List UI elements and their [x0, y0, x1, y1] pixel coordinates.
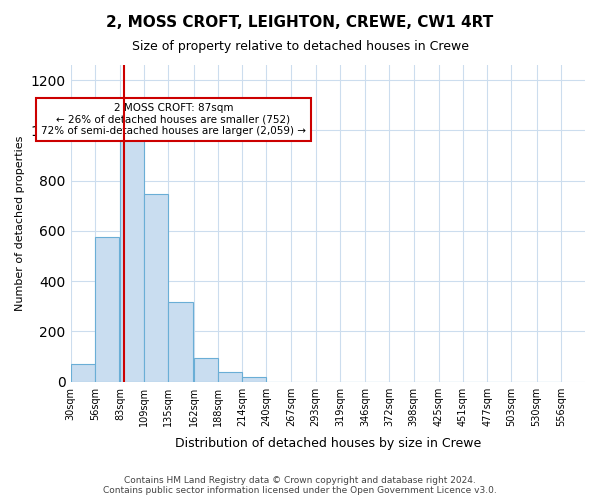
Text: 2 MOSS CROFT: 87sqm
← 26% of detached houses are smaller (752)
72% of semi-detac: 2 MOSS CROFT: 87sqm ← 26% of detached ho… — [41, 103, 306, 136]
Text: 2, MOSS CROFT, LEIGHTON, CREWE, CW1 4RT: 2, MOSS CROFT, LEIGHTON, CREWE, CW1 4RT — [106, 15, 494, 30]
Bar — [71, 364, 95, 382]
Bar — [120, 129, 144, 382]
Bar — [144, 194, 169, 382]
Text: Size of property relative to detached houses in Crewe: Size of property relative to detached ho… — [131, 40, 469, 53]
Bar — [95, 237, 119, 382]
Bar — [169, 302, 193, 382]
X-axis label: Distribution of detached houses by size in Crewe: Distribution of detached houses by size … — [175, 437, 481, 450]
Bar — [242, 376, 266, 382]
Bar — [194, 358, 218, 382]
Bar — [218, 372, 242, 382]
Y-axis label: Number of detached properties: Number of detached properties — [15, 136, 25, 311]
Text: Contains HM Land Registry data © Crown copyright and database right 2024.
Contai: Contains HM Land Registry data © Crown c… — [103, 476, 497, 495]
